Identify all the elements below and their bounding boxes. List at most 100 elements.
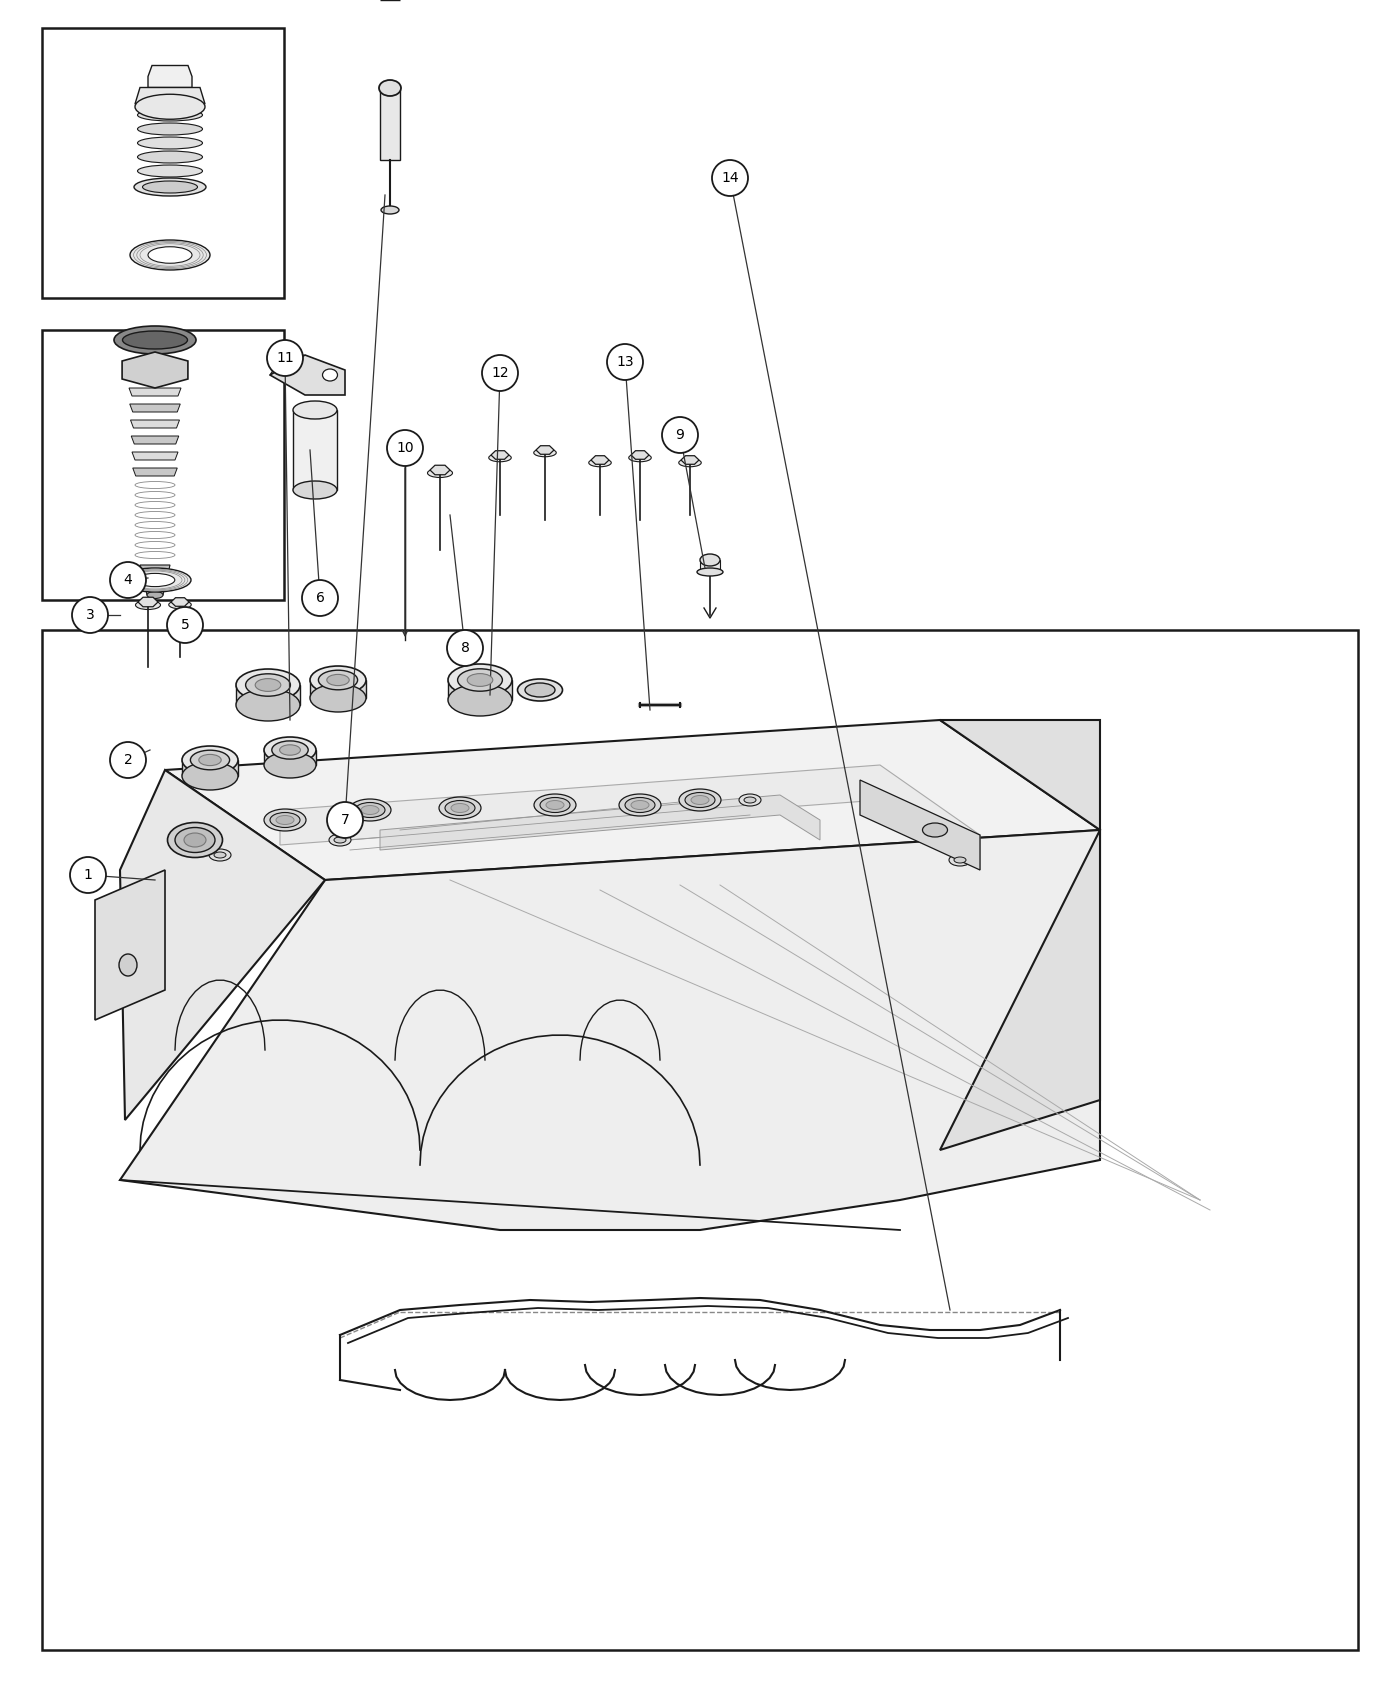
Ellipse shape — [924, 826, 937, 833]
Polygon shape — [134, 87, 204, 104]
Circle shape — [70, 857, 106, 892]
Ellipse shape — [134, 94, 204, 119]
Circle shape — [386, 430, 423, 466]
Circle shape — [167, 607, 203, 643]
Polygon shape — [132, 435, 179, 444]
Circle shape — [302, 580, 337, 615]
Ellipse shape — [182, 746, 238, 774]
Polygon shape — [280, 765, 980, 870]
Polygon shape — [448, 680, 512, 700]
Ellipse shape — [448, 683, 512, 716]
Text: 6: 6 — [315, 592, 325, 605]
Ellipse shape — [356, 802, 385, 818]
Ellipse shape — [489, 454, 511, 462]
Ellipse shape — [148, 246, 192, 264]
Ellipse shape — [427, 469, 452, 478]
Text: 3: 3 — [85, 609, 94, 622]
Ellipse shape — [953, 857, 966, 864]
Ellipse shape — [631, 801, 650, 809]
Polygon shape — [270, 355, 344, 394]
Ellipse shape — [619, 794, 661, 816]
Ellipse shape — [237, 670, 300, 700]
Ellipse shape — [123, 332, 188, 348]
Polygon shape — [148, 66, 192, 87]
Ellipse shape — [743, 797, 756, 802]
Ellipse shape — [272, 741, 308, 760]
Ellipse shape — [679, 789, 721, 811]
Ellipse shape — [137, 151, 203, 163]
Ellipse shape — [679, 459, 701, 468]
Polygon shape — [120, 770, 325, 1120]
Text: 13: 13 — [616, 355, 634, 369]
Ellipse shape — [265, 809, 307, 831]
Polygon shape — [631, 450, 650, 459]
Polygon shape — [165, 721, 1100, 881]
Ellipse shape — [468, 673, 493, 687]
Text: 9: 9 — [676, 428, 685, 442]
Circle shape — [608, 343, 643, 381]
Ellipse shape — [624, 797, 655, 813]
Polygon shape — [237, 685, 300, 706]
Ellipse shape — [293, 401, 337, 418]
Polygon shape — [430, 466, 449, 474]
Ellipse shape — [949, 853, 972, 865]
Polygon shape — [309, 680, 365, 699]
Ellipse shape — [147, 592, 162, 598]
Polygon shape — [700, 559, 720, 571]
Text: 12: 12 — [491, 366, 508, 381]
Ellipse shape — [533, 794, 575, 816]
Circle shape — [482, 355, 518, 391]
Ellipse shape — [169, 600, 192, 609]
Ellipse shape — [458, 668, 503, 692]
Ellipse shape — [589, 459, 612, 468]
Ellipse shape — [533, 449, 556, 457]
Ellipse shape — [293, 481, 337, 500]
Circle shape — [71, 597, 108, 632]
Text: 14: 14 — [721, 172, 739, 185]
Ellipse shape — [692, 796, 708, 804]
Circle shape — [662, 416, 699, 452]
Ellipse shape — [697, 568, 722, 576]
Ellipse shape — [445, 801, 475, 816]
Bar — [42, 27, 284, 297]
Ellipse shape — [923, 823, 948, 836]
Polygon shape — [591, 456, 609, 464]
Ellipse shape — [309, 666, 365, 694]
Ellipse shape — [309, 683, 365, 712]
Polygon shape — [132, 452, 178, 461]
Ellipse shape — [143, 180, 197, 194]
Ellipse shape — [199, 755, 221, 765]
Ellipse shape — [525, 683, 554, 697]
Ellipse shape — [335, 836, 346, 843]
Ellipse shape — [137, 122, 203, 134]
Ellipse shape — [136, 600, 161, 610]
Polygon shape — [182, 760, 238, 775]
Polygon shape — [129, 388, 181, 396]
Ellipse shape — [237, 688, 300, 721]
Polygon shape — [680, 456, 699, 464]
Ellipse shape — [322, 369, 337, 381]
Bar — [42, 631, 1358, 1651]
Polygon shape — [379, 796, 820, 850]
Text: 8: 8 — [461, 641, 469, 654]
Polygon shape — [491, 450, 510, 459]
Circle shape — [111, 741, 146, 779]
Text: 11: 11 — [276, 350, 294, 366]
Ellipse shape — [540, 797, 570, 813]
Circle shape — [713, 160, 748, 196]
Polygon shape — [379, 90, 400, 160]
Ellipse shape — [448, 665, 512, 695]
Polygon shape — [120, 830, 1100, 1231]
Ellipse shape — [918, 824, 941, 836]
Ellipse shape — [381, 206, 399, 214]
Ellipse shape — [245, 673, 290, 697]
Polygon shape — [860, 780, 980, 870]
Circle shape — [267, 340, 302, 376]
Circle shape — [111, 563, 146, 598]
Ellipse shape — [546, 801, 564, 809]
Ellipse shape — [685, 792, 715, 808]
Ellipse shape — [209, 848, 231, 860]
Text: 10: 10 — [396, 440, 414, 456]
Ellipse shape — [518, 678, 563, 700]
Ellipse shape — [265, 738, 316, 763]
